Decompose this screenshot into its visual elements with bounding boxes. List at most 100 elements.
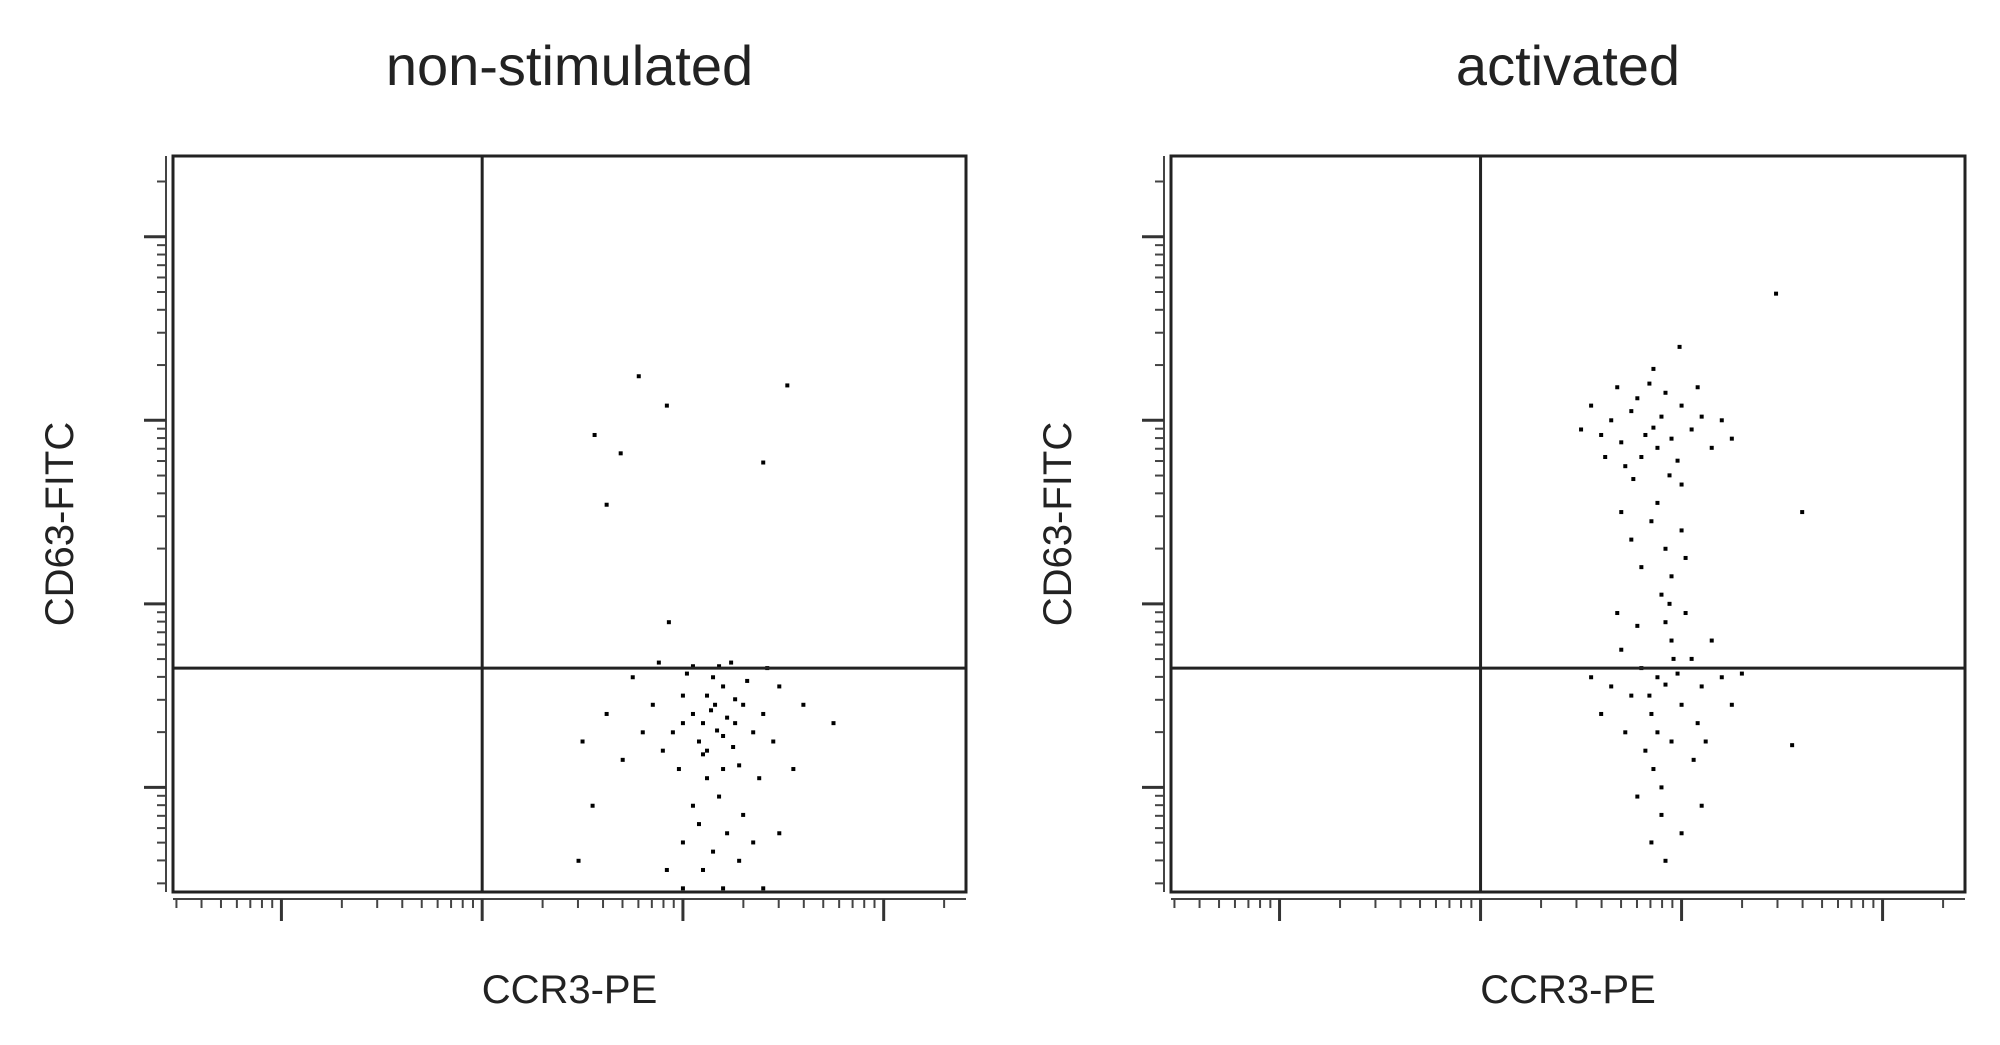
event-dot [680, 886, 685, 891]
event-dot [1609, 418, 1614, 423]
event-dot [733, 721, 738, 726]
event-dot [1599, 711, 1604, 716]
event-dot [1649, 711, 1654, 716]
event-dot [1669, 574, 1674, 579]
event-dot [831, 721, 836, 726]
event-dot [701, 721, 706, 726]
event-dot [1655, 675, 1660, 680]
event-dot [1679, 403, 1684, 408]
event-dot [590, 803, 595, 808]
event-dot [751, 840, 756, 845]
event-dot [785, 383, 790, 388]
y-axis-label: CD63-FITC [38, 422, 82, 626]
event-dot [1635, 794, 1640, 799]
event-dot [1695, 721, 1700, 726]
event-dot [705, 776, 710, 781]
event-dot [1669, 739, 1674, 744]
event-dot [801, 702, 806, 707]
event-dot [1729, 436, 1734, 441]
event-dot [1669, 436, 1674, 441]
event-dot [664, 867, 669, 872]
event-dot [664, 403, 669, 408]
event-dot [1649, 519, 1654, 524]
event-dot [1699, 684, 1704, 689]
event-dot [1709, 445, 1714, 450]
event-dot [680, 721, 685, 726]
event-dot [1619, 647, 1624, 652]
event-dot [650, 702, 655, 707]
event-dot [715, 728, 720, 733]
event-dot [640, 730, 645, 735]
event-dot [1669, 638, 1674, 643]
event-dot [630, 675, 635, 680]
event-dot [680, 693, 685, 698]
panel-title: non-stimulated [386, 34, 753, 97]
event-dot [1651, 767, 1656, 772]
event-dot [711, 675, 716, 680]
event-dot [1619, 440, 1624, 445]
event-dot [705, 693, 710, 698]
event-dot [684, 671, 689, 676]
event-dot [737, 763, 742, 768]
event-dot [1609, 684, 1614, 689]
event-dot [721, 767, 726, 772]
event-dot [1774, 291, 1779, 296]
event-dot [751, 730, 756, 735]
event-dot [1699, 803, 1704, 808]
event-dot [701, 867, 706, 872]
event-dot [1671, 656, 1676, 661]
event-dot [1679, 831, 1684, 836]
event-dot [576, 858, 581, 863]
event-dot [1719, 675, 1724, 680]
event-dot [696, 739, 701, 744]
event-dot [721, 684, 726, 689]
event-dot [771, 739, 776, 744]
event-dot [1655, 500, 1660, 505]
event-dot [701, 752, 706, 757]
event-dot [666, 620, 671, 625]
event-dot [709, 708, 714, 713]
event-dot [1683, 611, 1688, 616]
event-dot [1790, 743, 1795, 748]
event-dot [725, 715, 730, 720]
event-dot [1659, 414, 1664, 419]
event-dot [1629, 537, 1634, 542]
event-dot [1635, 396, 1640, 401]
event-dot [1691, 757, 1696, 762]
event-dot [1663, 390, 1668, 395]
event-dot [580, 739, 585, 744]
event-dot [1615, 385, 1620, 390]
event-dot [1679, 482, 1684, 487]
event-dot [1639, 455, 1644, 460]
event-dot [1663, 546, 1668, 551]
event-dot [690, 711, 695, 716]
event-dot [1683, 555, 1688, 560]
event-dot [1659, 812, 1664, 817]
event-dot [713, 702, 718, 707]
event-dot [1675, 671, 1680, 676]
event-dot [1677, 344, 1682, 349]
event-dot [1651, 425, 1656, 430]
event-dot [1615, 611, 1620, 616]
event-dot [620, 757, 625, 762]
event-dot [717, 794, 722, 799]
event-dot [1639, 565, 1644, 570]
event-dot [1579, 427, 1584, 432]
event-dot [721, 886, 726, 891]
event-dot [1589, 403, 1594, 408]
event-dot [761, 460, 766, 465]
event-dot [636, 374, 641, 379]
event-dot [1667, 473, 1672, 478]
x-axis-label: CCR3-PE [482, 968, 658, 1012]
event-dot [1659, 785, 1664, 790]
event-dot [729, 660, 734, 665]
event-dot [725, 831, 730, 836]
event-dot [757, 776, 762, 781]
event-dot [1667, 601, 1672, 606]
event-dot [1623, 730, 1628, 735]
event-dot [1631, 477, 1636, 482]
plot-frame [171, 154, 968, 894]
event-dot [733, 697, 738, 702]
event-dot [745, 678, 750, 683]
event-dot [791, 767, 796, 772]
